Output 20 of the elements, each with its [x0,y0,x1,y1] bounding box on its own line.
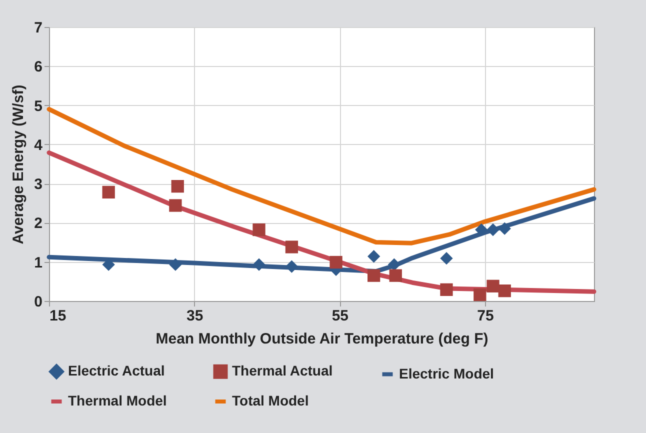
x-axis-title: Mean Monthly Outside Air Temperature (deg F) [156,330,488,348]
y-tick-label: 6 [34,58,42,76]
y-tick-label: 0 [34,294,42,310]
x-tick-label: 35 [186,308,204,324]
y-axis-title: Average Energy (W/sf) [10,84,28,244]
x-tick-label: 55 [332,308,349,324]
y-tick-label: 5 [34,98,42,115]
y-tick-label: 1 [34,254,42,272]
y-tick-label: 7 [34,20,42,36]
legend-label: Thermal Actual [232,362,333,379]
y-tick-label: 2 [34,215,42,232]
line-series [46,106,596,246]
legend-label: Electric Model [399,365,494,382]
legend-label: Electric Actual [68,362,165,379]
x-tick-label: 75 [477,308,494,324]
y-tick-label: 3 [34,176,42,194]
x-tick-label: 15 [50,308,66,324]
legend-label: Total Model [232,392,309,408]
legend-label: Thermal Model [68,392,167,408]
y-tick-label: 4 [34,136,44,154]
